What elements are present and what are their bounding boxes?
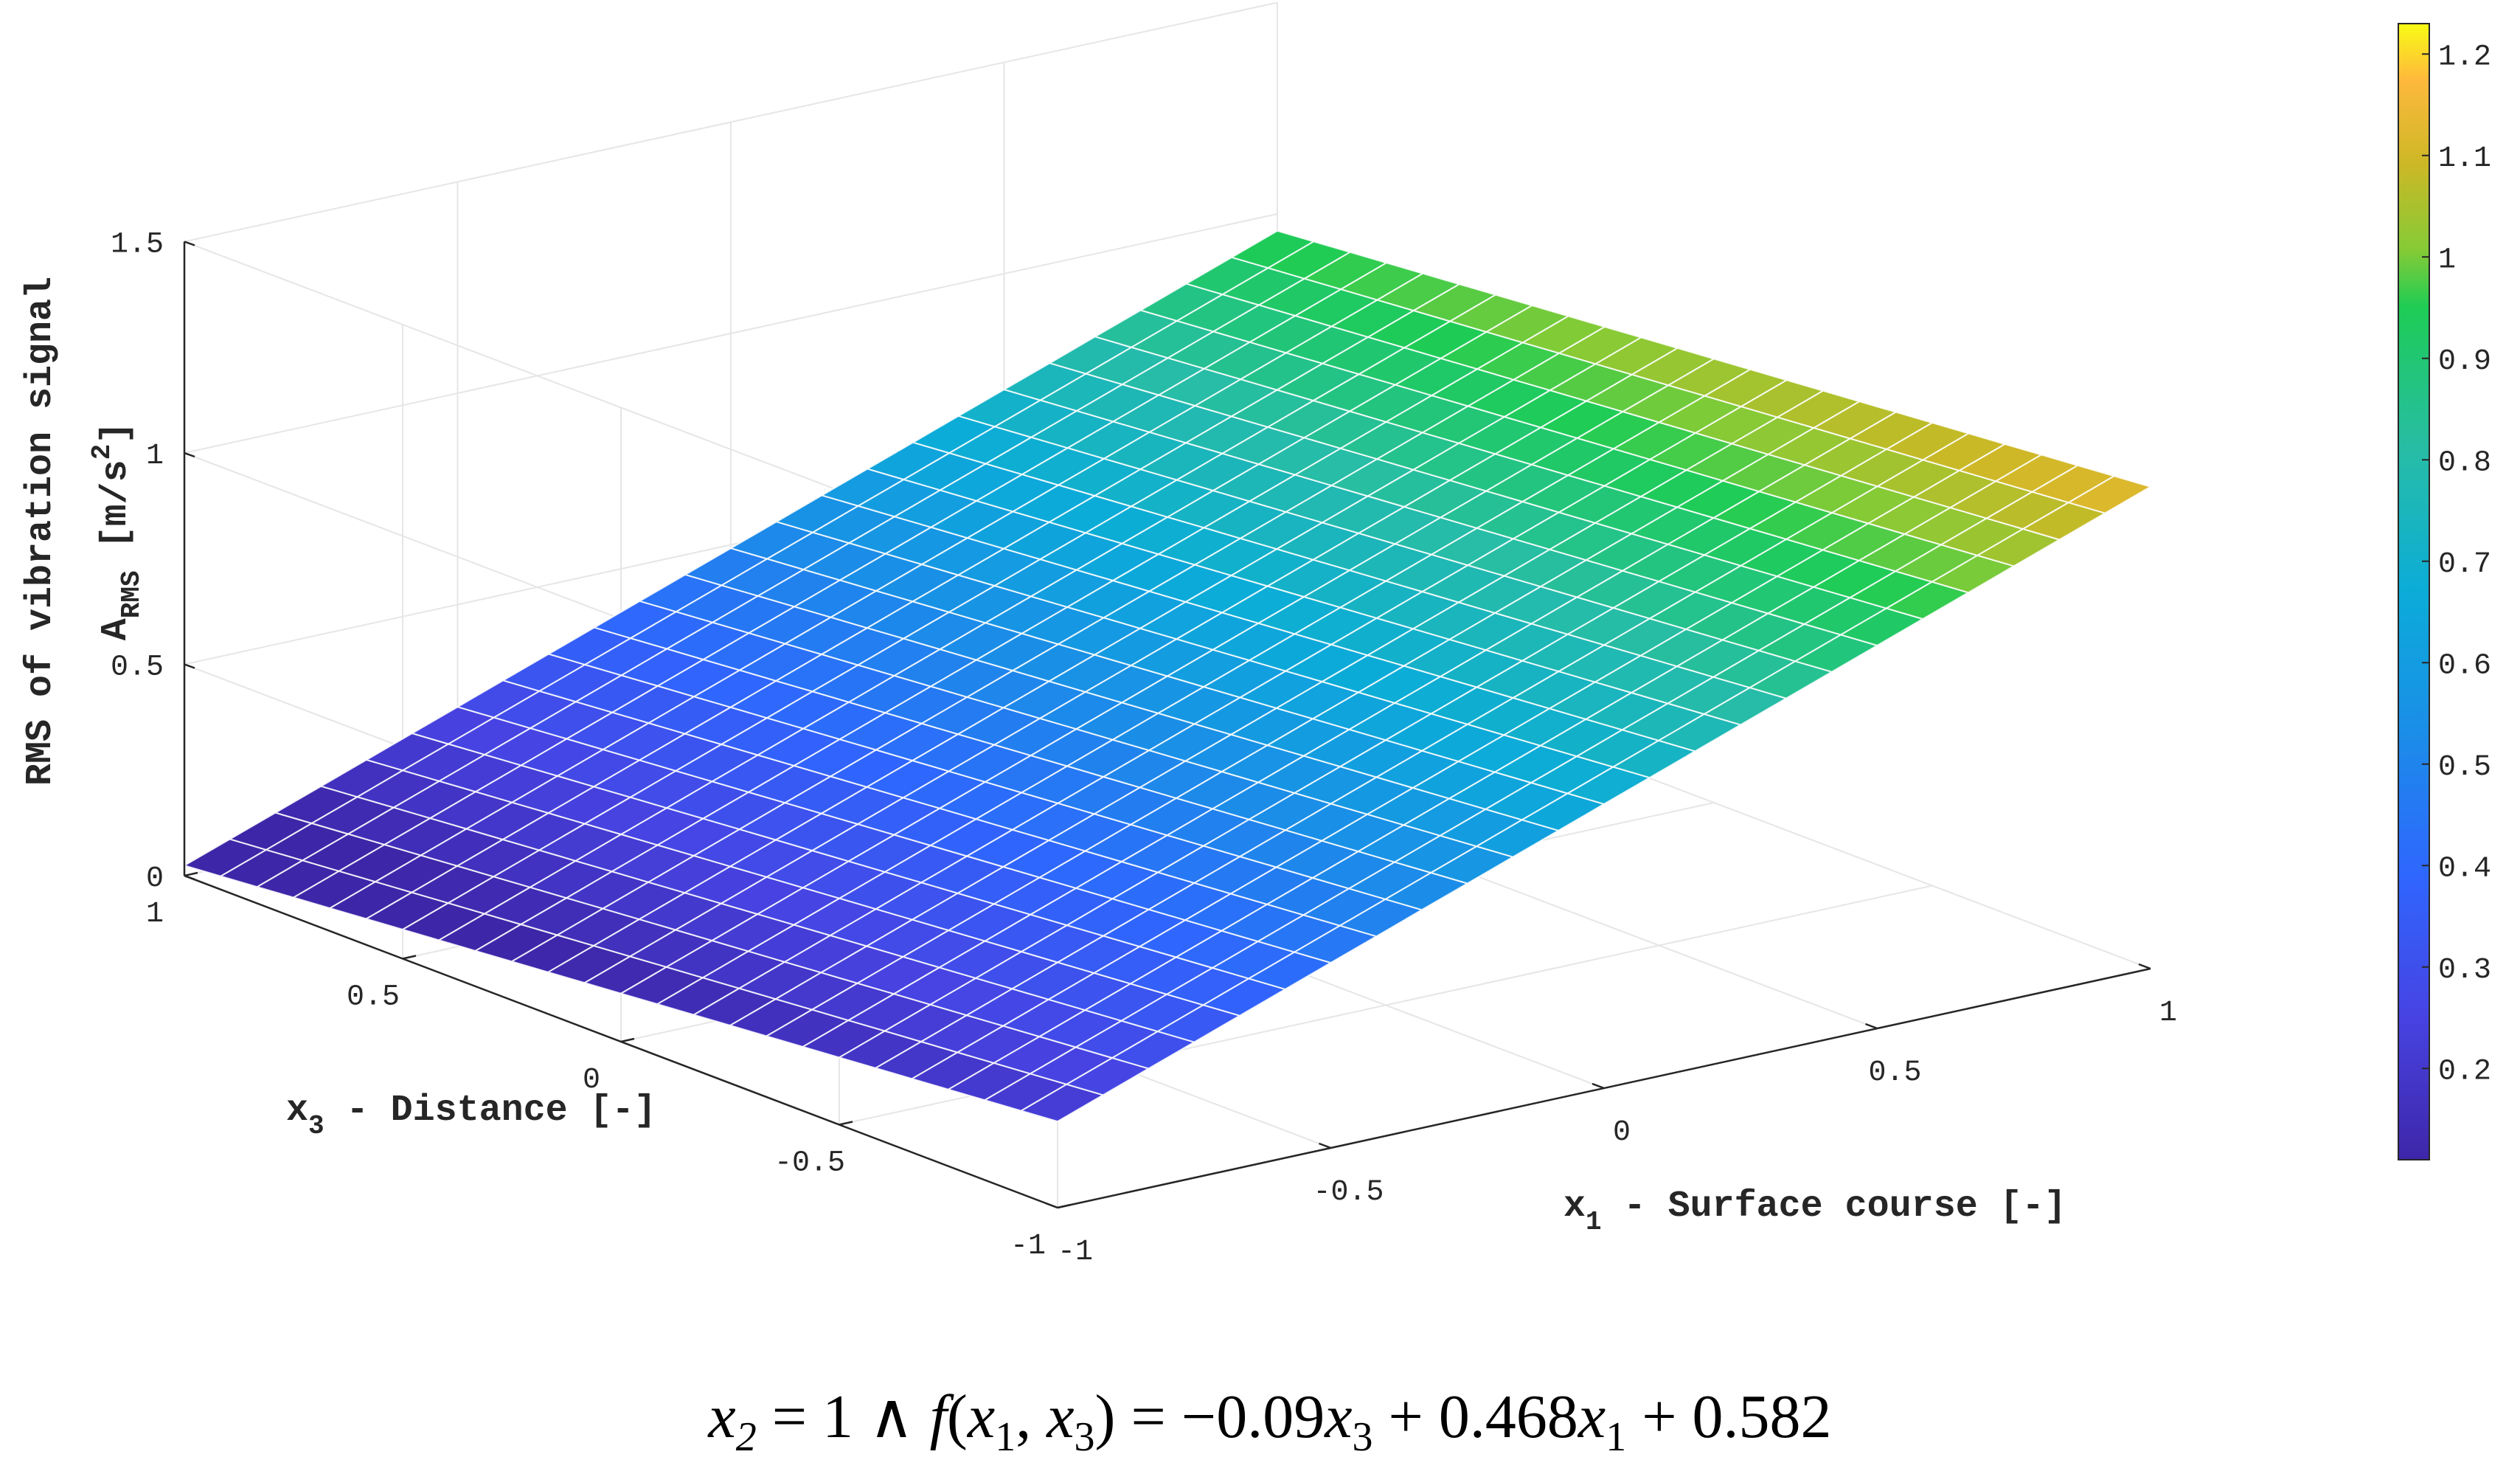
x3-tick-label: 1	[146, 898, 164, 931]
x3-tick-mark	[620, 1037, 635, 1043]
colorbar-tick-label: 0.3	[2438, 954, 2491, 987]
x3-tick-labels: -1 -0.5 0 0.5 1	[146, 898, 1046, 1263]
colorbar-tick-label: 0.4	[2438, 852, 2491, 885]
x1-tick-mark	[1319, 1142, 1331, 1149]
colorbar-tick-label: 0.2	[2438, 1055, 2491, 1088]
x1-tick-label: 0	[1613, 1116, 1631, 1149]
x1-tick-mark	[1592, 1082, 1605, 1090]
x3-axis-label: x3 - Distance [-]	[286, 1090, 656, 1141]
surface-plot	[182, 229, 2153, 1123]
x3-tick-label: 0	[583, 1064, 600, 1097]
z-axis-label: RMS of vibration signal ARMS [m/s2]	[20, 277, 147, 786]
z-tick-mark	[184, 874, 195, 881]
z-axis-label-line1: RMS of vibration signal	[20, 277, 62, 786]
colorbar-tick-label: 0.5	[2438, 751, 2491, 784]
colorbar-gradient	[2398, 23, 2430, 1160]
colorbar-tick-label: 0.6	[2438, 649, 2491, 682]
x1-tick-label: -0.5	[1313, 1176, 1384, 1209]
z-axis-label-line2: ARMS [m/s2]	[87, 422, 147, 640]
x3-tick-label: -1	[1010, 1230, 1046, 1263]
x3-tick-label: -0.5	[774, 1147, 845, 1180]
axes-lines	[183, 241, 2151, 1209]
z-tick-label: 0	[146, 862, 164, 896]
x1-tick-labels: -1 -0.5 0 0.5 1	[1058, 997, 2177, 1269]
colorbar-tick-label: 0.8	[2438, 446, 2491, 480]
x3-tick-mark	[839, 1121, 853, 1126]
x3-tick-mark	[1057, 1203, 1072, 1209]
x1-tick-mark	[1865, 1023, 1878, 1030]
x3-tick-mark	[402, 955, 417, 960]
z-tick-mark	[184, 241, 195, 246]
z-tick-mark	[184, 451, 195, 458]
colorbar-tick-label: 1.2	[2438, 41, 2491, 74]
x1-tick-mark	[2138, 963, 2151, 970]
colorbar-tick-labels: 0.2 0.3 0.4 0.5 0.6 0.7 0.8 0.9 1 1.1 1.2	[2422, 41, 2491, 1088]
z-tick-label: 1.5	[111, 229, 164, 262]
x1-tick-label: -1	[1058, 1236, 1093, 1269]
x3-tick-label: 0.5	[347, 981, 400, 1014]
equation: x2 = 1 ∧ f(x1, x3) = −0.09x3 + 0.468x1 +…	[707, 1383, 1831, 1460]
colorbar-tick-label: 0.7	[2438, 548, 2491, 581]
colorbar-tick-label: 1	[2438, 243, 2456, 277]
z-tick-labels: 0 0.5 1 1.5	[111, 229, 164, 896]
z-tick-label: 0.5	[111, 651, 164, 685]
x1-tick-mark	[1045, 1202, 1058, 1209]
x1-tick-label: 1	[2159, 997, 2177, 1030]
x3-tick-mark	[184, 871, 198, 877]
z-tick-label: 1	[146, 440, 164, 473]
z-tick-mark	[184, 663, 195, 669]
colorbar-tick-label: 0.9	[2438, 345, 2491, 378]
x1-tick-label: 0.5	[1868, 1056, 1921, 1090]
surface-patch	[2066, 475, 2153, 514]
x1-axis-label: x1 - Surface course [-]	[1563, 1186, 2066, 1237]
colorbar-tick-label: 1.1	[2438, 142, 2491, 176]
colorbar: 0.2 0.3 0.4 0.5 0.6 0.7 0.8 0.9 1 1.1 1.2	[2398, 23, 2491, 1160]
